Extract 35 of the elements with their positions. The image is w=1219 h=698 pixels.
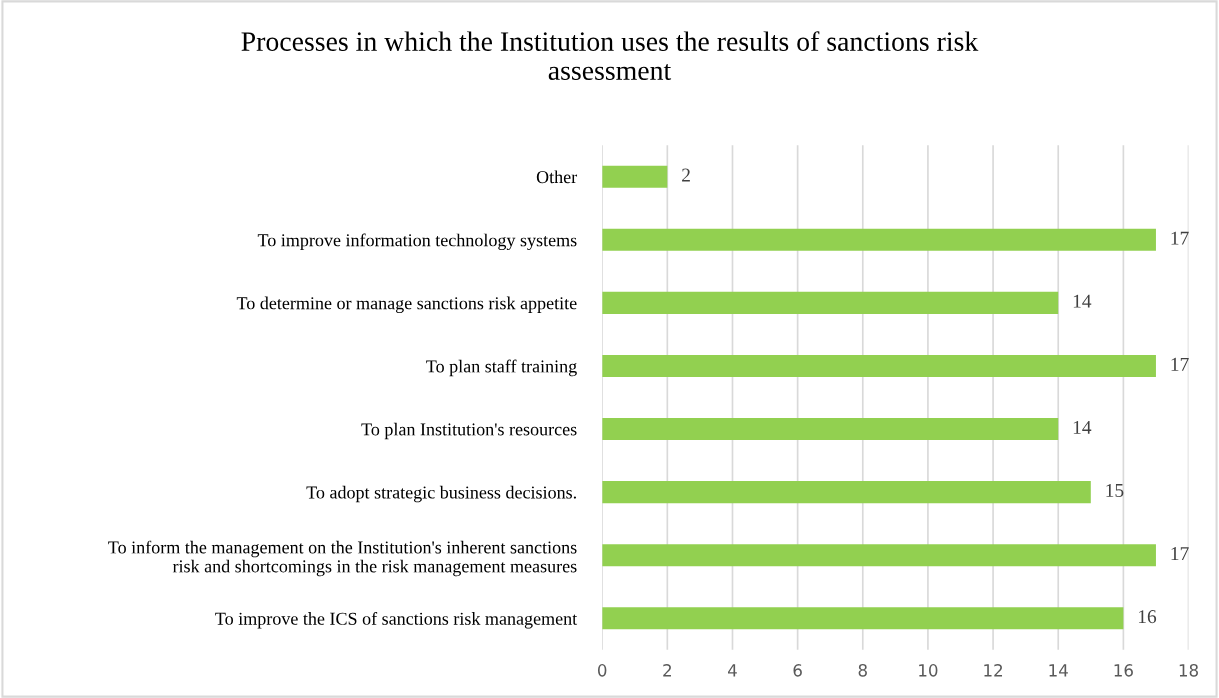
data-label: 16 xyxy=(1138,610,1157,624)
data-label: 2 xyxy=(682,168,690,182)
y-tick-label: To inform the management on the Institution's inherent sanctions risk and shortcomings in the risk management measures xyxy=(108,540,577,577)
x-tick-label: 4 xyxy=(728,664,737,677)
data-label: 17 xyxy=(1171,231,1189,245)
data-label: 14 xyxy=(1073,420,1092,434)
x-tick-label: 12 xyxy=(984,664,1003,677)
bar xyxy=(602,291,1059,314)
data-label: 15 xyxy=(1106,483,1124,497)
y-tick-label: To improve information technology systems xyxy=(257,233,577,251)
x-tick-label: 2 xyxy=(663,664,671,677)
bar xyxy=(602,481,1091,504)
x-tick-label: 10 xyxy=(919,664,938,677)
bar xyxy=(602,607,1124,630)
y-tick-label: Other xyxy=(536,170,578,184)
y-tick-label: To improve the ICS of sanctions risk management xyxy=(215,611,578,629)
x-tick-label: 14 xyxy=(1049,664,1068,677)
y-tick-label: To plan Institution's resources xyxy=(361,422,577,440)
data-label: 14 xyxy=(1073,294,1092,308)
y-tick-label: To plan staff training xyxy=(426,359,577,377)
bar xyxy=(602,418,1059,441)
data-label: 17 xyxy=(1171,357,1189,371)
y-tick-label: To adopt strategic business decisions. xyxy=(306,485,576,503)
y-tick-label: To determine or manage sanctions risk appetite xyxy=(236,296,577,314)
bar xyxy=(602,165,668,188)
bar xyxy=(602,228,1156,251)
bar xyxy=(602,354,1156,378)
x-tick-label: 0 xyxy=(597,664,607,677)
x-tick-label: 6 xyxy=(793,664,802,677)
chart-title: Processes in which the Institution uses the results of sanctions risk assessment xyxy=(241,31,979,80)
x-tick-label: 18 xyxy=(1179,664,1198,677)
bar xyxy=(602,544,1156,567)
x-tick-label: 8 xyxy=(858,664,867,677)
x-tick-label: 16 xyxy=(1114,664,1133,677)
data-label: 17 xyxy=(1171,547,1189,560)
